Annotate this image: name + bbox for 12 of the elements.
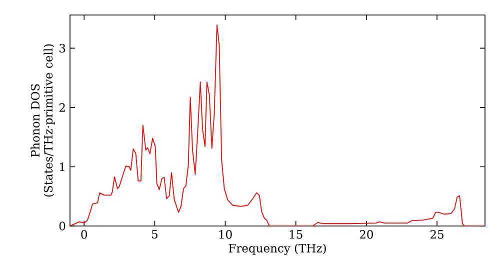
y-axis-title: Phonon DOS (States/THz·primitive cell) — [30, 44, 55, 197]
x-tick-label: 15 — [290, 230, 302, 239]
y-tick-label: 0 — [59, 222, 66, 230]
x-tick-label: 20 — [360, 230, 373, 239]
x-tick-label: 5 — [152, 230, 158, 239]
x-axis-title: Frequency (THz) — [228, 244, 326, 255]
x-tick-label: 10 — [219, 230, 232, 239]
y-tick-label: 2 — [59, 103, 65, 112]
y-tick-label: 3 — [60, 44, 66, 53]
x-tick-label: 25 — [430, 230, 444, 239]
x-tick-label: 0 — [81, 230, 88, 239]
y-tick-label: 1 — [60, 162, 64, 171]
